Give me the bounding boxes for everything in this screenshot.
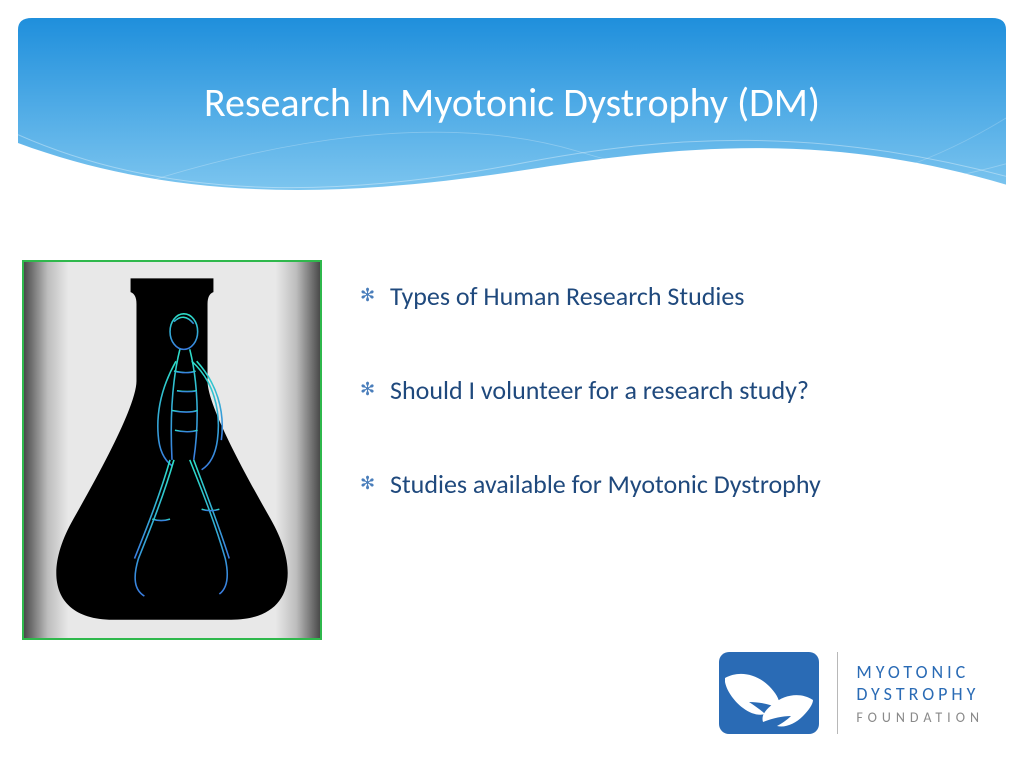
logo-hands-icon	[719, 652, 819, 734]
logo-divider	[837, 652, 838, 734]
foundation-logo: MYOTONIC DYSTROPHY FOUNDATION	[719, 648, 984, 738]
logo-wordmark: MYOTONIC DYSTROPHY FOUNDATION	[856, 661, 984, 726]
bullet-list: Types of Human Research Studies Should I…	[360, 280, 920, 562]
slide-title: Research In Myotonic Dystrophy (DM)	[0, 78, 1024, 127]
flask-human-illustration	[22, 260, 322, 640]
bullet-item: Should I volunteer for a research study?	[360, 374, 920, 406]
slide: Research In Myotonic Dystrophy (DM)	[0, 0, 1024, 768]
logo-text-line1: MYOTONIC	[856, 661, 984, 683]
bullet-item: Types of Human Research Studies	[360, 280, 920, 312]
logo-text-line2: DYSTROPHY	[856, 683, 984, 705]
bullet-item: Studies available for Myotonic Dystrophy	[360, 468, 920, 500]
logo-text-line3: FOUNDATION	[856, 709, 984, 726]
